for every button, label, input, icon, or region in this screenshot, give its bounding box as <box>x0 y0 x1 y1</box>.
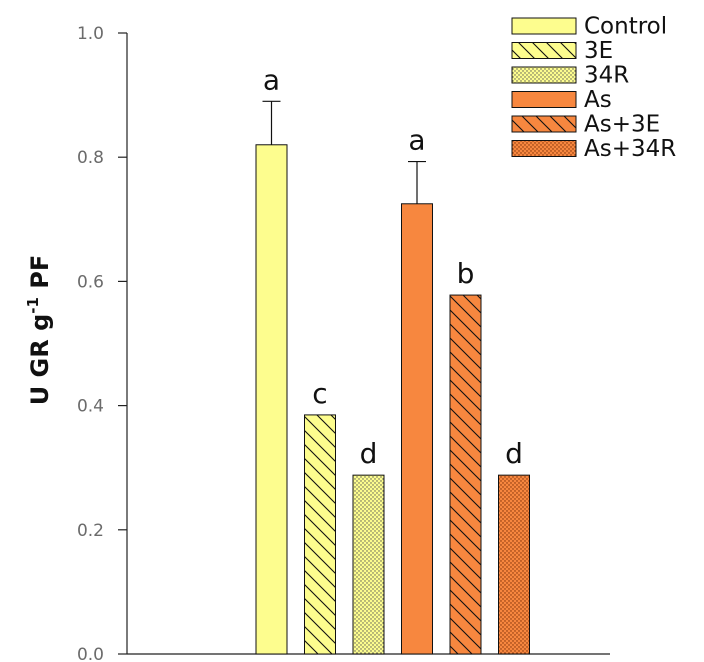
legend-label: Control <box>584 14 667 40</box>
y-axis-label-unit: PF <box>26 255 54 297</box>
y-axis-label-superscript: -1 <box>24 297 42 314</box>
y-tick-label: 0.8 <box>77 148 104 168</box>
legend-label: As+34R <box>584 136 676 162</box>
legend-swatch <box>511 140 577 157</box>
legend-label: 3E <box>584 38 613 64</box>
legend-swatch <box>511 42 577 59</box>
y-tick-label: 0.6 <box>77 272 104 292</box>
legend-swatch <box>511 115 577 133</box>
bar-as <box>401 203 433 655</box>
significance-letter: c <box>312 377 327 410</box>
significance-letter: a <box>263 63 280 96</box>
y-tick-label: 0.0 <box>77 645 104 662</box>
legend-swatch <box>511 66 577 84</box>
y-tick-label: 1.0 <box>77 24 104 44</box>
error-bars-group <box>262 100 426 204</box>
significance-letter: d <box>505 437 523 470</box>
significance-letter: d <box>360 437 378 470</box>
significance-letter: b <box>457 257 475 290</box>
svg-text:U GR g-1 PF: U GR g-1 PF <box>24 255 54 406</box>
bar-3e <box>304 414 336 655</box>
legend-label: 34R <box>584 63 629 89</box>
bar-control <box>255 144 288 655</box>
legend-label: As <box>584 87 612 113</box>
bar-34r <box>352 474 385 655</box>
bars-group <box>255 144 530 655</box>
y-axis-label-main: U GR g <box>26 314 54 406</box>
bar-as-plus-34r <box>498 474 530 655</box>
y-tick-label: 0.4 <box>77 397 104 417</box>
bar-as-plus-3e <box>449 294 482 655</box>
significance-letter: a <box>408 124 425 157</box>
y-axis: 0.0 0.2 0.4 0.6 0.8 1.0 <box>77 24 128 662</box>
legend-swatch <box>511 17 577 35</box>
legend-label: As+3E <box>584 112 660 138</box>
y-axis-label: U GR g-1 PF <box>24 255 54 406</box>
legend-swatch <box>511 91 577 108</box>
y-tick-label: 0.2 <box>77 521 104 541</box>
